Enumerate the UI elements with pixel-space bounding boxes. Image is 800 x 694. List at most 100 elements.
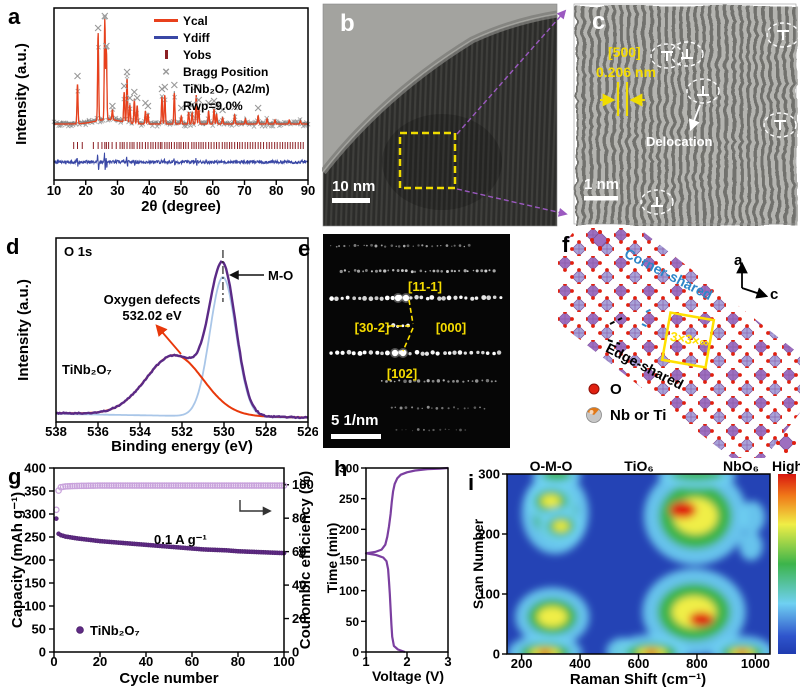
- legend-row-ycal: Ycal: [154, 12, 270, 29]
- svg-text:300: 300: [478, 467, 500, 482]
- xps-plot-svg: 538 536 534 532 530 528 526: [45, 237, 318, 439]
- legend-bragg-label: Bragg Position: [183, 64, 269, 79]
- panel-d-label: d: [6, 234, 20, 259]
- oxygen-defects-energy: 532.02 eV: [122, 308, 182, 324]
- svg-text:60: 60: [185, 654, 199, 669]
- band-tio6-label: TiO₆: [624, 458, 654, 474]
- xrd-legend: Ycal Ydiff Yobs × Bragg Position TiNb₂O₇ …: [154, 12, 270, 114]
- svg-text:60: 60: [206, 183, 220, 198]
- plane-index-label: [500]: [608, 44, 641, 60]
- svg-text:100: 100: [339, 584, 359, 598]
- svg-text:538: 538: [45, 424, 67, 439]
- cycling-legend-label: TiNb₂O₇: [90, 623, 140, 638]
- spot-11-1-label: [11-1]: [408, 279, 442, 294]
- cycling-plot-svg: 0 20 40 60 80 1000501001502002503003504000204…: [24, 461, 314, 670]
- svg-text:50: 50: [32, 622, 46, 637]
- oxygen-defects-line1: Oxygen defects: [103, 292, 201, 307]
- lattice-spacing-label: 0.206 nm: [596, 64, 656, 80]
- svg-text:250: 250: [24, 530, 46, 545]
- cycling-xaxis-title: Cycle number: [119, 670, 219, 687]
- voltage-xaxis-title: Voltage (V): [371, 668, 445, 684]
- ycal-line-swatch: [154, 19, 178, 22]
- panel-f-label: f: [562, 232, 570, 257]
- svg-text:20: 20: [79, 183, 93, 198]
- legend-row-ydiff: Ydiff: [154, 29, 270, 46]
- svg-text:150: 150: [24, 576, 46, 591]
- bragg-cross-swatch: ×: [162, 64, 170, 79]
- legend-yobs-label: Yobs: [183, 47, 212, 62]
- mo-peak-label: M-O: [268, 268, 294, 283]
- xrd-yaxis-title: Intensity (a.u.): [13, 43, 30, 145]
- phase-label: TiNb₂O₇ (A2/m): [183, 81, 270, 96]
- saed-image-svg: [323, 234, 510, 448]
- band-omo-label: O-M-O: [529, 458, 573, 474]
- svg-text:40: 40: [142, 183, 156, 198]
- svg-text:40: 40: [139, 654, 153, 669]
- panel-a-label: a: [8, 4, 21, 29]
- svg-text:400: 400: [569, 656, 591, 671]
- legend-ydiff-label: Ydiff: [183, 30, 210, 45]
- efficiency-yaxis-title: Coulombic efficiency (%): [297, 470, 314, 650]
- svg-text:0: 0: [292, 645, 299, 660]
- axis-c-label: c: [770, 286, 779, 303]
- svg-text:80: 80: [269, 183, 283, 198]
- svg-text:80: 80: [292, 511, 306, 526]
- saed-scalebar-label: 5 1/nm: [331, 412, 379, 429]
- yobs-tick-swatch: [154, 50, 178, 59]
- panel-f-structure: f Corner-shared Edge-shared 3×3×∞ a c O …: [558, 228, 800, 458]
- svg-text:526: 526: [297, 424, 318, 439]
- svg-text:534: 534: [129, 424, 151, 439]
- svg-text:50: 50: [346, 615, 360, 629]
- panel-d-xps: d 538 536 534 532 530 528 526 Binding energy (…: [6, 230, 318, 458]
- svg-text:0: 0: [493, 647, 500, 662]
- raman-xaxis-title: Raman Shift (cm⁻¹): [569, 671, 707, 688]
- svg-text:100: 100: [24, 599, 46, 614]
- spot-102-label: [102]: [386, 366, 418, 381]
- legend-o-label: O: [610, 381, 622, 398]
- time-yaxis-title: Time (min): [324, 522, 340, 594]
- scan-yaxis-title: Scan Number: [470, 518, 486, 610]
- xps-xaxis-title: Binding energy (eV): [111, 438, 253, 455]
- xrd-xaxis-title: 2θ (degree): [141, 198, 221, 215]
- svg-text:70: 70: [237, 183, 251, 198]
- svg-text:300: 300: [339, 462, 359, 476]
- svg-text:20: 20: [292, 611, 306, 626]
- oxygen-defects-label: Oxygen defects 532.02 eV: [94, 292, 210, 325]
- panel-c-label: c: [592, 8, 606, 35]
- xps-region-label: O 1s: [64, 244, 93, 259]
- legend-row-bragg: × Bragg Position: [154, 63, 270, 80]
- colorbar-high-label: High: [772, 458, 800, 474]
- hrtem-scalebar-label: 1 nm: [584, 176, 620, 193]
- svg-text:150: 150: [339, 554, 359, 568]
- hrtem-image-svg: [573, 3, 798, 225]
- panel-g-label: g: [8, 464, 22, 489]
- spot-30-2-label: [30-2]: [354, 320, 390, 335]
- svg-text:10: 10: [47, 183, 61, 198]
- xps-sample-label: TiNb₂O₇: [62, 362, 112, 377]
- svg-text:200: 200: [24, 553, 46, 568]
- panel-b-label: b: [340, 10, 355, 37]
- svg-text:20: 20: [93, 654, 107, 669]
- svg-text:536: 536: [87, 424, 109, 439]
- svg-text:800: 800: [686, 656, 708, 671]
- spot-000-label: [000]: [435, 320, 467, 335]
- xps-yaxis-title: Intensity (a.u.): [15, 279, 32, 381]
- svg-text:250: 250: [339, 492, 359, 506]
- panel-h-voltage: h 1 2 3 0 50 100 150 200 250 300 Voltage (V) Time…: [318, 458, 460, 694]
- ydiff-line-swatch: [154, 36, 178, 39]
- svg-text:0: 0: [39, 645, 46, 660]
- svg-text:100: 100: [292, 477, 314, 492]
- axis-a-label: a: [734, 252, 743, 269]
- svg-text:300: 300: [24, 507, 46, 522]
- rwp-value: Rwp=9.0%: [183, 98, 243, 113]
- panel-i-label: i: [468, 470, 475, 495]
- svg-text:0: 0: [352, 646, 359, 660]
- svg-text:50: 50: [174, 183, 188, 198]
- svg-text:1000: 1000: [741, 656, 770, 671]
- svg-text:100: 100: [478, 587, 500, 602]
- svg-text:400: 400: [24, 461, 46, 476]
- svg-text:530: 530: [213, 424, 235, 439]
- svg-text:3: 3: [444, 654, 451, 669]
- raman-heatmap-svg: 200 400 600 800 1000 0 100 200 300: [478, 467, 796, 671]
- panel-h-label: h: [334, 456, 348, 481]
